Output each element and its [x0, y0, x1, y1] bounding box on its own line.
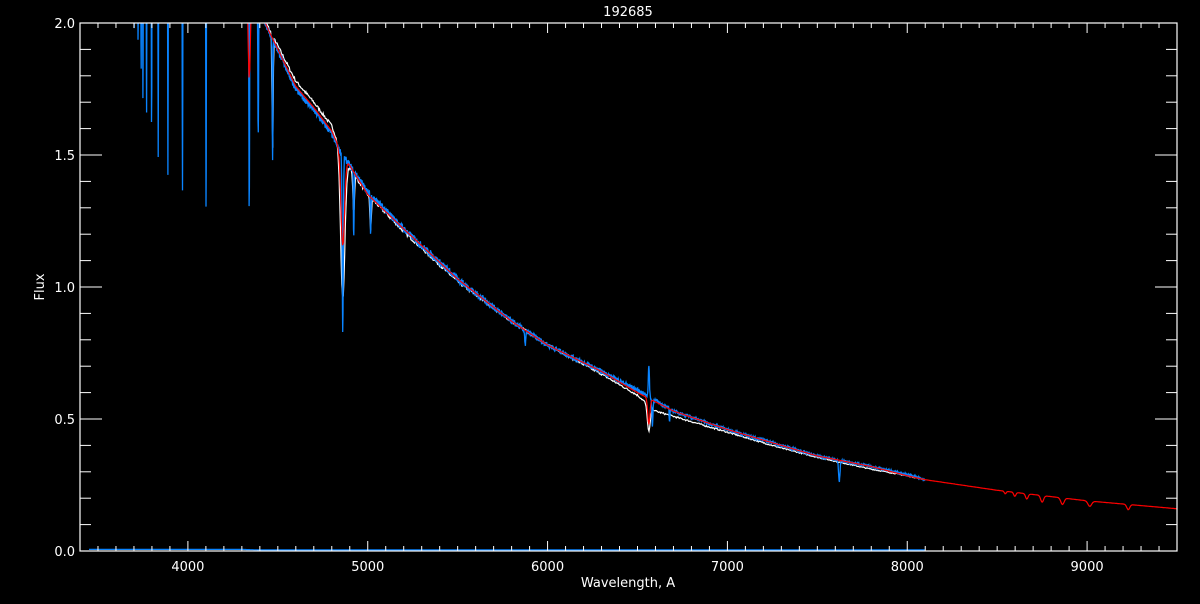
plot-frame — [79, 22, 1178, 552]
x-tick-label: 4000 — [171, 560, 204, 575]
y-tick-label: 0.0 — [54, 545, 75, 560]
y-axis-label: Flux — [33, 273, 48, 300]
series-line-0 — [265, 23, 926, 481]
y-tick-label: 2.0 — [54, 17, 75, 32]
series-line-2 — [247, 23, 1177, 511]
series-line-3 — [89, 548, 925, 551]
x-tick-label: 6000 — [531, 560, 564, 575]
series-line-1 — [133, 23, 926, 483]
x-tick-label: 7000 — [711, 560, 744, 575]
x-axis-label: Wavelength, A — [581, 576, 675, 591]
chart-title: 192685 — [603, 5, 653, 20]
x-tick-label: 5000 — [351, 560, 384, 575]
x-tick-label: 8000 — [891, 560, 924, 575]
y-tick-label: 1.5 — [54, 149, 75, 164]
x-tick-label: 9000 — [1071, 560, 1104, 575]
y-tick-label: 1.0 — [54, 281, 75, 296]
y-tick-label: 0.5 — [54, 413, 75, 428]
